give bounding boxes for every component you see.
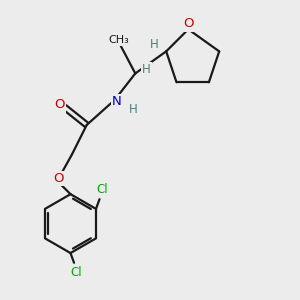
Text: CH₃: CH₃ (109, 35, 130, 45)
Text: H: H (142, 62, 151, 76)
Text: Cl: Cl (96, 183, 108, 196)
Text: O: O (54, 98, 64, 111)
Text: H: H (149, 38, 158, 51)
Text: Cl: Cl (70, 266, 82, 279)
Text: O: O (53, 172, 64, 185)
Text: O: O (183, 17, 194, 31)
Text: H: H (128, 103, 137, 116)
Text: N: N (112, 95, 122, 108)
